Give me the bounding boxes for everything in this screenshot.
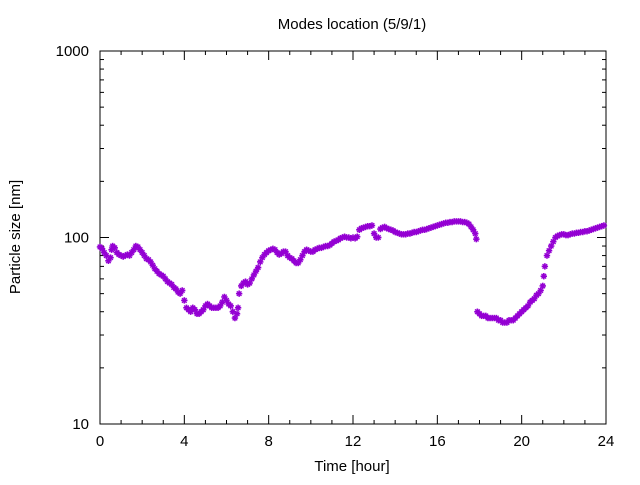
data-point [248, 275, 255, 283]
data-point [539, 282, 546, 290]
y-tick-label: 10 [72, 416, 89, 433]
y-tick-label: 1000 [56, 43, 89, 60]
data-point [107, 254, 114, 261]
tick-marks [99, 51, 607, 425]
x-tick-label: 8 [264, 433, 272, 450]
data-point [473, 235, 480, 243]
x-tick-label: 0 [96, 433, 104, 450]
data-point [181, 297, 188, 304]
data-points [96, 218, 608, 326]
x-tick-label: 12 [345, 433, 362, 450]
x-tick-label: 20 [513, 433, 530, 450]
x-tick-label: 16 [429, 433, 446, 450]
data-point [354, 233, 361, 240]
data-point [111, 244, 118, 252]
data-point [543, 252, 551, 259]
x-tick-labels: 0 4 8 12 16 20 24 [96, 433, 615, 450]
data-point [472, 230, 479, 237]
data-point [541, 263, 549, 270]
x-tick-label: 4 [180, 433, 188, 450]
chart-title: Modes location (5/9/1) [278, 16, 426, 33]
data-point [233, 310, 241, 317]
data-point [375, 234, 382, 241]
x-axis-label: Time [hour] [314, 458, 389, 475]
data-point [179, 287, 186, 294]
y-axis-label: Particle size [nm] [7, 180, 24, 294]
data-point [368, 222, 376, 229]
data-point [227, 302, 234, 310]
data-point [254, 264, 262, 271]
y-tick-label: 100 [64, 230, 89, 247]
data-point [540, 273, 548, 280]
y-tick-labels: 10 100 1000 [56, 43, 89, 433]
data-point [234, 304, 242, 311]
data-point [235, 290, 243, 297]
data-point [600, 222, 608, 229]
x-tick-label: 24 [598, 433, 615, 450]
